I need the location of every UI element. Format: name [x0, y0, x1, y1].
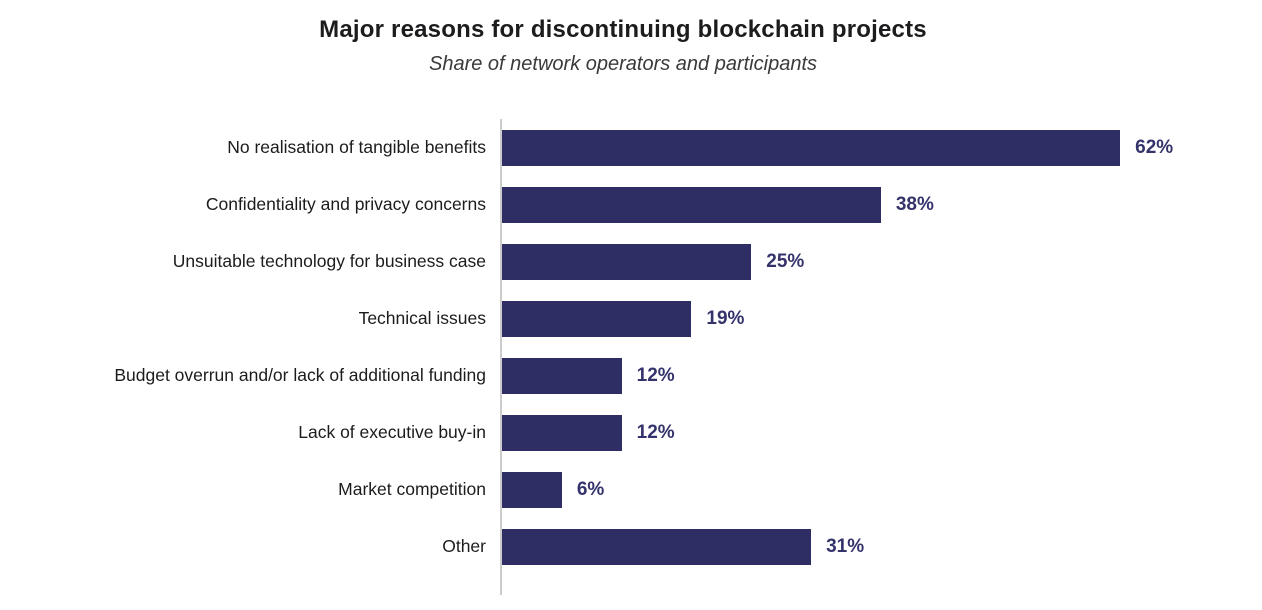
bar-row: No realisation of tangible benefits 62% — [0, 119, 1262, 176]
bar-row: Confidentiality and privacy concerns 38% — [0, 176, 1262, 233]
category-label: Unsuitable technology for business case — [172, 251, 486, 272]
plot-area: No realisation of tangible benefits 62% Co… — [0, 119, 1262, 595]
bar — [502, 243, 752, 280]
bar-track: 19% — [502, 300, 1262, 337]
value-label: 38% — [895, 193, 934, 215]
bar-row: Other 31% — [0, 518, 1262, 575]
category-label: Confidentiality and privacy concerns — [205, 194, 486, 215]
bar-track: 6% — [502, 471, 1262, 508]
bar-track: 31% — [502, 528, 1262, 565]
bar-track: 25% — [502, 243, 1262, 280]
bar — [502, 186, 881, 223]
bar-row: Technical issues 19% — [0, 290, 1262, 347]
chart-title: Major reasons for discontinuing blockcha… — [319, 16, 927, 43]
bar — [502, 528, 812, 565]
category-label: Budget overrun and/or lack of additional… — [114, 365, 486, 386]
value-label: 19% — [706, 307, 745, 329]
bar — [502, 129, 1121, 166]
bar-track: 12% — [502, 357, 1262, 394]
value-label: 6% — [576, 478, 605, 500]
category-label: Technical issues — [358, 308, 486, 329]
bar — [502, 414, 622, 451]
y-axis-line — [500, 119, 502, 595]
bar-row: Budget overrun and/or lack of additional… — [0, 347, 1262, 404]
bar-row: Market competition 6% — [0, 461, 1262, 518]
category-label: Lack of executive buy-in — [298, 422, 486, 443]
chart-header: Major reasons for discontinuing blockcha… — [0, 16, 1246, 76]
value-label: 31% — [826, 535, 865, 557]
bar-row: Lack of executive buy-in 12% — [0, 404, 1262, 461]
chart-subtitle: Share of network operators and participa… — [429, 53, 817, 75]
category-label: Market competition — [338, 479, 486, 500]
bar — [502, 357, 622, 394]
bar-track: 12% — [502, 414, 1262, 451]
bar-track: 38% — [502, 186, 1262, 223]
value-label: 12% — [636, 421, 675, 443]
category-label: Other — [442, 536, 486, 557]
bar-track: 62% — [502, 129, 1262, 166]
bar-row: Unsuitable technology for business case 2… — [0, 233, 1262, 290]
value-label: 62% — [1135, 136, 1174, 158]
bar — [502, 471, 562, 508]
value-label: 25% — [766, 250, 805, 272]
value-label: 12% — [636, 364, 675, 386]
category-label: No realisation of tangible benefits — [227, 137, 486, 158]
bar — [502, 300, 692, 337]
